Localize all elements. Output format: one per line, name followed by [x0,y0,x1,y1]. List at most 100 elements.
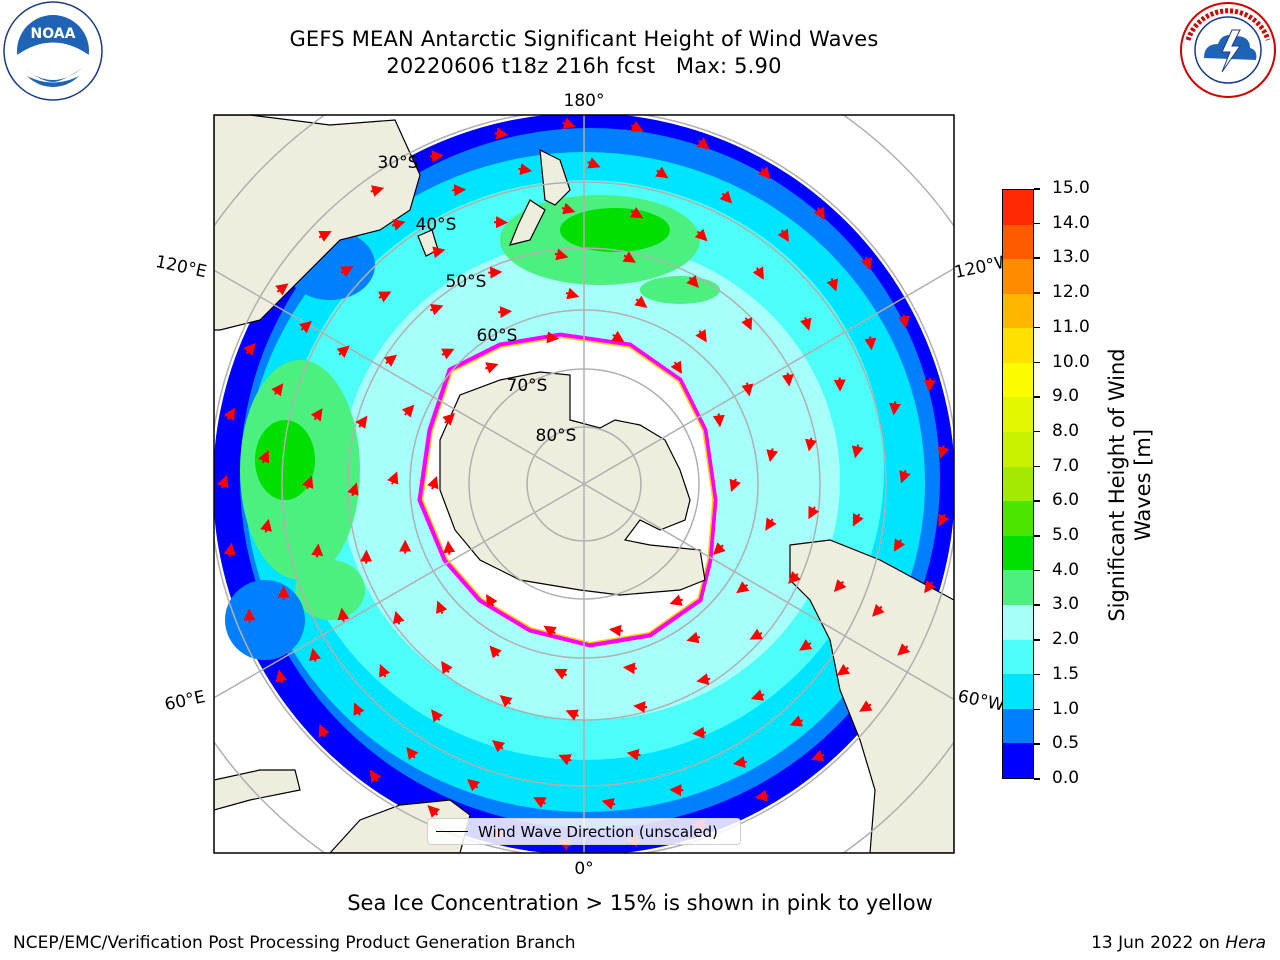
wind-arrow [938,513,950,527]
colorbar-tick-label: 1.5 [1052,663,1080,684]
wind-arrow [429,150,444,163]
colorbar-segment [1003,708,1033,744]
wind-arrow [899,469,911,484]
colorbar-tick [1034,604,1040,606]
colorbar-tick-label: 3.0 [1052,594,1080,615]
wind-arrow [302,475,314,490]
wind-arrow [851,444,864,459]
wind-arrow [897,643,911,656]
wind-arrow [750,689,765,701]
colorbar-segment [1003,535,1033,571]
wind-arrow [427,805,441,818]
colorbar-segment [1003,259,1033,294]
colorbar-tick-label: 6.0 [1052,490,1080,511]
wind-arrow [431,709,444,723]
colorbar-tick [1034,639,1040,641]
wind-arrow [696,137,710,150]
wind-arrow [622,662,637,675]
colorbar-label-line2: Waves [m] [1131,428,1155,542]
wind-arrow [491,740,506,753]
wind-arrow [736,581,750,594]
colorbar-segment [1003,328,1033,363]
colorbar-tick [1034,361,1040,364]
wind-arrow [486,594,498,608]
wind-arrow [732,756,747,768]
lon-label-60e: 60°E [163,687,207,715]
wind-arrow [379,664,391,678]
colorbar-tick-label: 10.0 [1052,351,1090,372]
wind-arrow [387,471,399,485]
wind-arrow [337,607,350,622]
colorbar-tick [1034,569,1040,572]
footer-host: Hera [1225,933,1266,953]
wind-arrow [741,317,753,331]
wind-arrow [749,628,763,640]
wind-arrow [554,248,569,261]
wind-arrow [442,413,455,426]
lat-label-40s: 40°S [416,215,457,235]
wind-arrow [562,117,576,130]
noaa-logo-text: NOAA [31,26,76,42]
wind-arrow [298,320,312,334]
colorbar-tick [1034,188,1040,190]
wind-arrow [484,362,499,374]
wind-arrow [781,372,794,387]
colorbar-segment [1003,639,1033,675]
wind-arrow [889,401,901,416]
wind-arrow [836,663,851,676]
wind-arrow [765,517,777,531]
wind-arrow [741,382,754,397]
wind-arrow [799,639,813,651]
lat-label-70s: 70°S [507,376,548,396]
colorbar-tick-label: 2.0 [1052,629,1080,650]
wind-arrow [318,723,330,738]
wind-arrow [696,673,711,685]
wind-arrow [392,610,405,625]
colorbar-tick [1034,500,1040,502]
lon-label-60w: 60°W [956,686,1006,715]
wind-arrow [686,631,701,644]
wind-arrow [310,408,323,422]
wind-arrow [669,784,684,797]
wind-arrow [777,228,789,242]
lat-label-30s: 30°S [378,153,419,173]
wind-arrow [611,330,625,343]
sea-ice-note: Sea Ice Concentration > 15% is shown in … [347,891,933,915]
wind-arrow [488,266,503,279]
map-frame [213,114,955,854]
wind-arrow [406,746,419,760]
wind-arrow [353,702,365,716]
map-legend: Wind Wave Direction (unscaled) [427,818,741,845]
wind-arrow [441,660,453,675]
colorbar-label-line1: Significant Height of Wind [1105,348,1129,622]
wind-arrow [789,715,804,727]
colorbar-tick-label: 0.0 [1052,768,1080,788]
wind-arrow [340,266,354,278]
wind-arrow [872,603,885,617]
colorbar-tick [1034,778,1040,780]
colorbar-label: Significant Height of Wind Waves [m] [1104,348,1156,621]
wind-arrow [826,278,839,292]
wind-arrow [813,206,825,221]
wind-arrow [452,184,467,197]
colorbar-tick [1034,535,1040,537]
chart-title-line1: GEFS MEAN Antarctic Significant Height o… [289,27,879,51]
wind-arrow [860,256,873,271]
colorbar-tick-label: 14.0 [1052,212,1090,233]
wind-arrow [629,207,644,219]
wind-arrow [713,542,726,555]
colorbar-tick-label: 5.0 [1052,525,1080,546]
colorbar-segment [1003,224,1033,260]
wind-arrow [275,669,288,684]
wind-arrow [633,701,648,713]
colorbar-tick [1034,222,1040,225]
wind-arrow [634,295,648,308]
colorbar-segment [1003,743,1033,778]
wind-arrow [243,342,256,356]
wind-arrow [852,513,864,527]
wind-arrow [533,797,547,808]
wind-arrow [758,166,771,180]
wind-arrow [347,482,359,497]
colorbar-segment [1003,293,1033,329]
